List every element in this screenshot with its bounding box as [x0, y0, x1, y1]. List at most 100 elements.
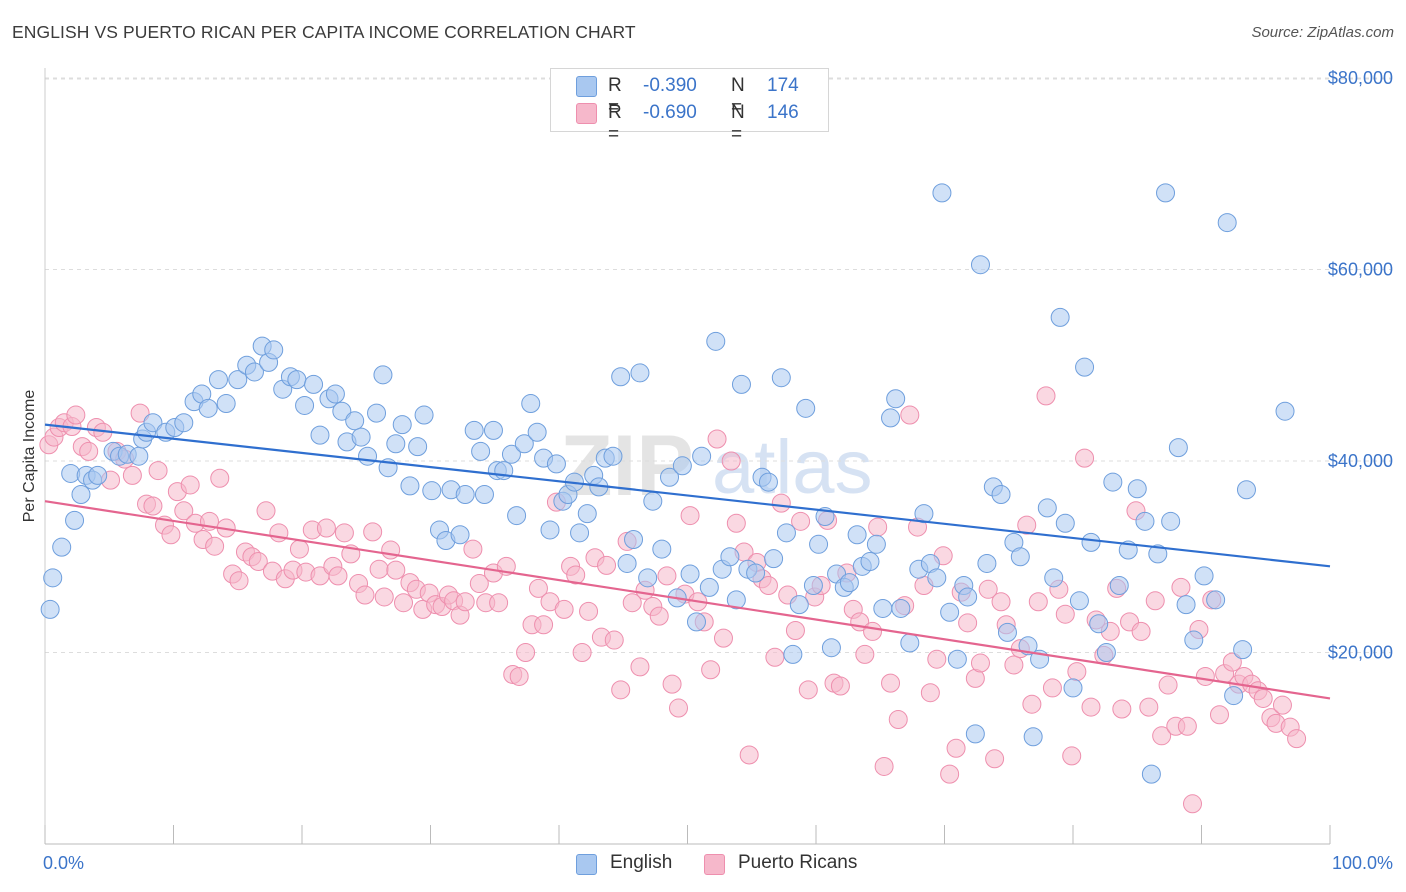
- puerto-ricans-point: [1017, 515, 1037, 535]
- puerto-ricans-point: [229, 571, 249, 591]
- english-point: [1018, 636, 1038, 656]
- english-point: [546, 454, 566, 474]
- puerto-ricans-point: [946, 738, 966, 758]
- puerto-ricans-point: [516, 643, 536, 662]
- english-point: [304, 374, 324, 394]
- puerto-ricans-point: [1055, 604, 1075, 624]
- puerto-ricans-point: [855, 644, 875, 664]
- english-point: [611, 367, 631, 387]
- english-point: [1127, 479, 1147, 499]
- puerto-ricans-point: [978, 579, 998, 599]
- puerto-ricans-point: [66, 405, 86, 425]
- puerto-ricans-point: [874, 756, 894, 776]
- english-point: [839, 573, 859, 593]
- puerto-ricans-point: [739, 745, 759, 765]
- english-point: [1096, 643, 1116, 662]
- y-tick-label: $80,000: [1328, 68, 1393, 88]
- english-point: [965, 724, 985, 744]
- english-point: [1275, 401, 1295, 421]
- puerto-ricans-point: [1036, 386, 1056, 406]
- english-point: [789, 595, 809, 615]
- puerto-ricans-point: [394, 593, 414, 613]
- english-point: [1023, 727, 1043, 747]
- chart-title: ENGLISH VS PUERTO RICAN PER CAPITA INCOM…: [12, 22, 636, 42]
- english-point: [129, 446, 149, 466]
- english-point: [1206, 590, 1226, 610]
- english-point: [1081, 532, 1101, 552]
- puerto-ricans-point: [920, 683, 940, 703]
- puerto-ricans-point: [791, 511, 811, 531]
- puerto-ricans-point: [148, 461, 168, 481]
- english-legend-swatch: [576, 854, 597, 875]
- english-point: [287, 370, 307, 390]
- english-point: [866, 534, 886, 554]
- puerto-ricans-point: [79, 441, 99, 461]
- puerto-ricans-point: [1139, 697, 1159, 717]
- english-point: [1069, 591, 1089, 611]
- puerto-ricans-point: [707, 429, 727, 449]
- puerto-ricans-point: [1152, 726, 1172, 746]
- english-point: [886, 389, 906, 409]
- puerto-ricans-point: [566, 565, 586, 585]
- puerto-ricans-point: [174, 501, 194, 521]
- english-point: [373, 365, 393, 385]
- english-point: [1224, 686, 1244, 706]
- english-point: [1010, 547, 1030, 567]
- english-point: [400, 476, 420, 496]
- puerto-ricans-legend-label: Puerto Ricans: [738, 852, 858, 873]
- puerto-ricans-point: [248, 552, 268, 572]
- puerto-ricans-point: [868, 517, 888, 537]
- puerto-ricans-point: [469, 574, 489, 594]
- puerto-ricans-point: [630, 657, 650, 677]
- puerto-ricans-point: [888, 710, 908, 730]
- puerto-ricans-point: [1028, 592, 1048, 612]
- english-point: [680, 564, 700, 584]
- english-point: [450, 525, 470, 545]
- english-point: [408, 437, 428, 457]
- english-point: [310, 425, 330, 445]
- english-point: [1236, 480, 1256, 500]
- puerto-ricans-point: [1177, 716, 1197, 736]
- puerto-ricans-n-value: 146: [767, 102, 799, 123]
- english-point: [216, 394, 236, 414]
- puerto-ricans-point: [363, 522, 383, 542]
- english-point: [1055, 513, 1075, 533]
- english-point: [686, 612, 706, 632]
- puerto-ricans-point: [386, 560, 406, 580]
- english-point: [764, 549, 784, 569]
- english-point: [1135, 511, 1155, 531]
- puerto-ricans-point: [662, 674, 682, 694]
- english-point: [758, 472, 778, 492]
- english-point: [660, 467, 680, 487]
- english-point: [1233, 640, 1253, 660]
- puerto-ricans-point: [958, 613, 978, 633]
- english-point: [521, 394, 541, 414]
- english-point: [672, 456, 692, 476]
- english-point: [471, 441, 491, 461]
- english-point: [1194, 566, 1214, 586]
- english-point: [71, 485, 91, 505]
- english-point: [776, 523, 796, 543]
- english-point: [1217, 213, 1237, 233]
- puerto-ricans-point: [881, 673, 901, 693]
- english-r-label: R =: [608, 75, 622, 118]
- puerto-ricans-point: [785, 620, 805, 640]
- puerto-ricans-point: [1287, 729, 1307, 749]
- english-point: [264, 340, 284, 360]
- english-point: [1109, 575, 1129, 595]
- english-point: [630, 363, 650, 383]
- puerto-ricans-point: [130, 403, 150, 423]
- puerto-ricans-point: [1004, 655, 1024, 675]
- puerto-ricans-legend-swatch: [704, 854, 725, 875]
- english-point: [455, 485, 475, 505]
- english-point: [947, 649, 967, 669]
- puerto-ricans-point: [680, 506, 700, 526]
- english-point: [1184, 630, 1204, 650]
- puerto-ricans-point: [143, 496, 163, 516]
- puerto-ricans-point: [1209, 705, 1229, 725]
- stats-legend: R = -0.390 N = 174 R = -0.690 N = 146: [550, 68, 829, 145]
- puerto-ricans-point: [210, 468, 230, 488]
- x-tick-label-max: 100.0%: [1332, 853, 1393, 873]
- puerto-ricans-point: [900, 405, 920, 425]
